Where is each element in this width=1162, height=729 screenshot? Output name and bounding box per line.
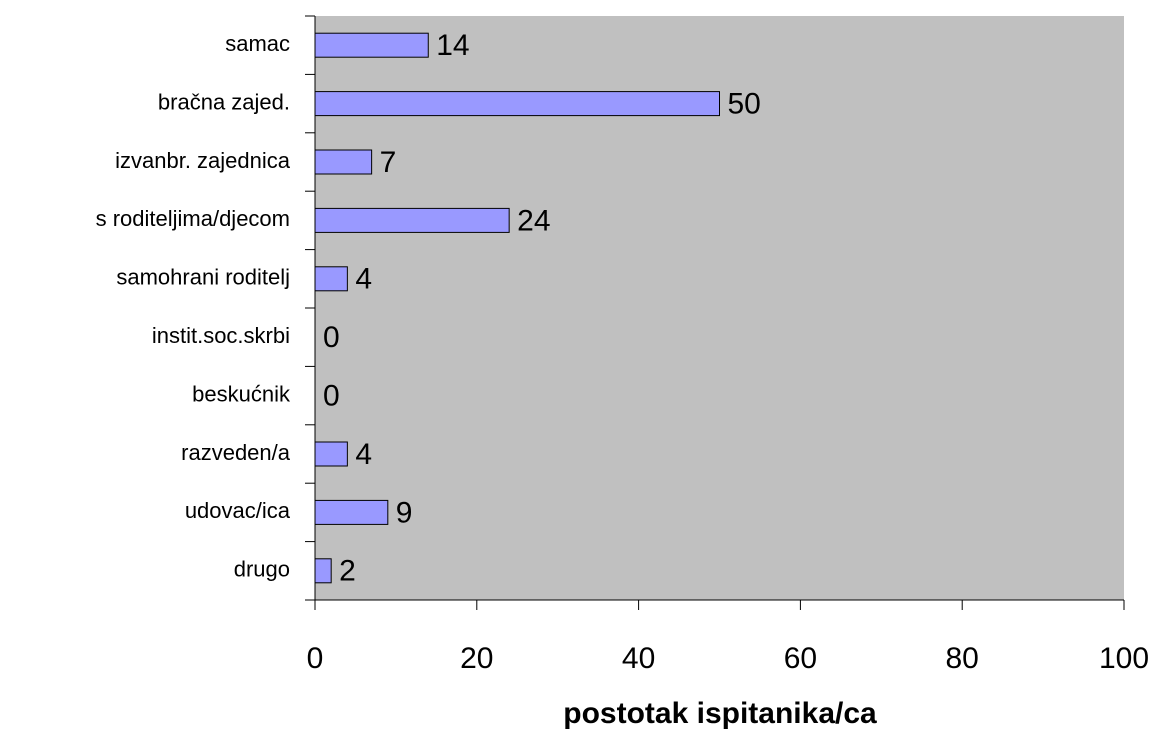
x-tick-label: 80 [946, 642, 979, 675]
value-label: 24 [517, 204, 550, 237]
bar [314, 91, 720, 117]
x-tick-label: 100 [1099, 642, 1149, 675]
value-label: 0 [323, 321, 340, 354]
value-label: 9 [396, 496, 413, 529]
y-tick-label: razveden/a [181, 440, 291, 465]
value-label: 14 [436, 29, 469, 62]
y-tick-label: instit.soc.skrbi [152, 323, 290, 348]
x-axis-label: postotak ispitanika/ca [563, 697, 877, 729]
y-tick-label: drugo [234, 557, 290, 582]
bar [314, 441, 348, 467]
bar [314, 558, 332, 584]
bar [314, 499, 389, 525]
y-tick-label: bračna zajed. [158, 89, 290, 114]
value-label: 2 [339, 555, 356, 588]
x-tick-label: 60 [784, 642, 817, 675]
value-label: 50 [728, 88, 761, 121]
bar [314, 207, 510, 233]
y-tick-label: s roditeljima/djecom [96, 206, 290, 231]
y-tick-label: samohrani roditelj [116, 265, 290, 290]
value-label: 0 [323, 380, 340, 413]
y-tick-label: beskućnik [192, 381, 291, 406]
y-tick-label: izvanbr. zajednica [115, 148, 291, 173]
bar [314, 266, 348, 292]
x-tick-label: 20 [460, 642, 493, 675]
value-label: 4 [355, 438, 372, 471]
y-tick-label: udovac/ica [185, 498, 291, 523]
value-label: 7 [380, 146, 397, 179]
value-label: 4 [355, 263, 372, 296]
x-tick-label: 0 [307, 642, 324, 675]
bar [314, 32, 429, 58]
x-tick-label: 40 [622, 642, 655, 675]
y-tick-label: samac [225, 31, 290, 56]
bar [314, 149, 373, 175]
